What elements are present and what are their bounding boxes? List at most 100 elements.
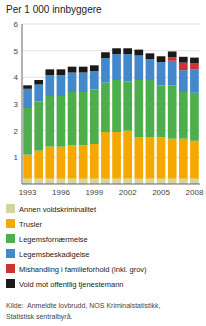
bar-segment: [157, 179, 166, 184]
bar-segment: [190, 58, 199, 64]
bar-segment: [168, 61, 177, 86]
bar-segment: [134, 137, 143, 178]
x-tick-label: 1996: [52, 188, 70, 197]
y-tick-label: 3: [14, 100, 19, 109]
x-tick-label: 2002: [119, 188, 137, 197]
bar-segment: [34, 80, 43, 85]
bar-segment: [123, 81, 132, 130]
bar-segment: [123, 179, 132, 184]
bar-segment: [23, 179, 32, 184]
bar-segment: [79, 145, 88, 178]
bar-segment: [79, 179, 88, 184]
bar-segment: [168, 179, 177, 184]
legend-label: Legemsbeskadigelse: [19, 250, 89, 259]
legend-label: Mishandling i familieforhold (inkl. grov…: [19, 265, 147, 274]
bar-segment: [134, 55, 143, 80]
x-tick-label: 1999: [85, 188, 103, 197]
legend-swatch: [6, 234, 15, 243]
bars: [23, 48, 199, 184]
bar-segment: [45, 69, 54, 75]
bar-segment: [79, 73, 88, 92]
y-tick-label: 2: [14, 127, 19, 136]
bar-segment: [101, 58, 110, 83]
bar-segment: [190, 93, 199, 141]
bar-segment: [146, 53, 155, 59]
x-axis-line: [22, 184, 200, 185]
bar-segment: [112, 80, 121, 132]
bar-segment: [57, 179, 66, 184]
source-note: Statistisk sentralbyrå.: [6, 313, 73, 321]
legend-swatch: [6, 264, 15, 273]
bar-segment: [179, 57, 188, 63]
bar-segment: [179, 139, 188, 179]
bar-segment: [190, 70, 199, 93]
bar-segment: [146, 80, 155, 137]
bar-segment: [112, 48, 121, 54]
legend-label: Trusler: [19, 220, 43, 229]
bar-segment: [34, 85, 43, 102]
bar-segment: [179, 179, 188, 184]
bar-segment: [112, 132, 121, 179]
bar-segment: [57, 96, 66, 147]
bar-segment: [23, 155, 32, 179]
x-tick-label: 1993: [19, 188, 37, 197]
bar-segment: [45, 147, 54, 179]
bar-segment: [45, 96, 54, 147]
bar-segment: [112, 179, 121, 184]
bar-segment: [123, 48, 132, 54]
y-tick-label: 4: [14, 73, 19, 82]
bar-segment: [68, 179, 77, 184]
bar-segment: [168, 139, 177, 179]
bar-segment: [45, 179, 54, 184]
legend-label: Vold mot offentlig tjenestemann: [19, 280, 124, 289]
bar-segment: [57, 69, 66, 75]
grid-line: [22, 50, 200, 51]
bar-segment: [68, 92, 77, 145]
chart: Per 1 000 innbyggere 1 2 3 4 5 6 1993 1996 1999 20…: [0, 0, 206, 326]
legend-label: Annen voldskriminalitet: [19, 205, 97, 214]
bar-segment: [101, 179, 110, 184]
bar-segment: [68, 73, 77, 92]
source-note: Kilde: Anmeldte lovbrudd, NOS Kriminalst…: [6, 302, 161, 309]
bar-segment: [57, 147, 66, 179]
bar-segment: [90, 65, 99, 71]
bar-segment: [190, 141, 199, 179]
legend: Annen voldskriminalitetTruslerLegemsforn…: [6, 204, 147, 289]
bar-segment: [90, 89, 99, 144]
bar-segment: [34, 101, 43, 150]
bar-segment: [168, 57, 177, 60]
bar-segment: [179, 92, 188, 139]
bar-segment: [68, 67, 77, 73]
bar-segment: [179, 70, 188, 92]
bar-segment: [123, 131, 132, 179]
bar-segment: [168, 85, 177, 138]
x-axis: 1993 1996 1999 2002 2005 2008: [19, 188, 204, 197]
x-tick-label: 2008: [186, 188, 204, 197]
bar-segment: [157, 56, 166, 62]
bar-segment: [57, 75, 66, 96]
bar-segment: [90, 179, 99, 184]
legend-swatch: [6, 219, 15, 228]
y-tick-label: 1: [14, 153, 19, 162]
bar-segment: [68, 145, 77, 178]
bar-segment: [101, 83, 110, 132]
x-tick-label: 2005: [152, 188, 170, 197]
bar-segment: [157, 85, 166, 137]
bar-segment: [168, 51, 177, 57]
bar-segment: [146, 137, 155, 178]
bar-segment: [23, 85, 32, 88]
bar-segment: [190, 179, 199, 184]
bar-segment: [101, 132, 110, 179]
bar-segment: [134, 80, 143, 137]
bar-segment: [90, 144, 99, 179]
bar-segment: [23, 108, 32, 155]
bar-segment: [45, 75, 54, 96]
y-tick-label: 6: [14, 20, 19, 29]
bar-segment: [157, 137, 166, 178]
y-tick-label: 5: [14, 47, 19, 56]
bar-segment: [157, 62, 166, 85]
bar-segment: [146, 59, 155, 80]
bar-segment: [34, 179, 43, 184]
title: Per 1 000 innbyggere: [6, 4, 102, 15]
legend-swatch: [6, 249, 15, 258]
